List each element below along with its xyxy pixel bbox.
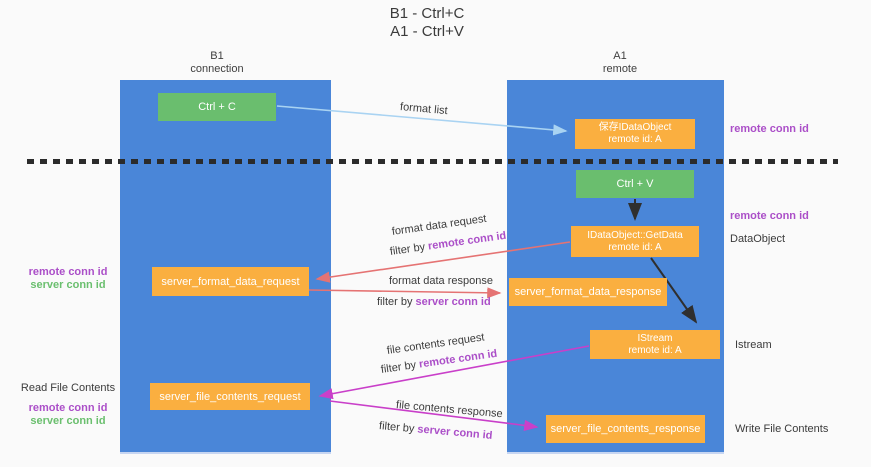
title-line-2: A1 - Ctrl+V: [390, 23, 464, 40]
server-conn-id-text: server conn id: [415, 296, 491, 308]
istream-line2: remote id: A: [628, 344, 682, 356]
server-conn-id-left-label: server conn id: [30, 279, 106, 291]
write-file-contents-label: Write File Contents: [735, 423, 829, 435]
server-format-data-request-label: server_format_data_request: [161, 275, 300, 288]
server-file-contents-request-label: server_file_contents_request: [159, 390, 301, 403]
right-column-header: A1 remote: [560, 50, 680, 76]
read-file-contents-label: Read File Contents: [20, 382, 116, 394]
diagram-title: B1 - Ctrl+C A1 - Ctrl+V: [322, 5, 532, 41]
filter-by-text: filter by: [377, 296, 416, 308]
left-conn-id-labels-bottom: remote conn id server conn id: [13, 402, 123, 428]
server-format-data-request-box: server_format_data_request: [152, 267, 309, 296]
format-data-response-filter-label: filter by server conn id: [377, 296, 491, 309]
file-contents-response-arrow: [329, 400, 539, 431]
remote-conn-id-left-label: remote conn id: [28, 402, 108, 414]
remote-conn-id-mid-label: remote conn id: [730, 210, 809, 222]
server-file-contents-response-label: server_file_contents_response: [550, 423, 701, 435]
ctrl-v-label: Ctrl + V: [616, 178, 654, 190]
save-idataobject-box: 保存IDataObject remote id: A: [575, 119, 695, 149]
server-format-data-response-label: server_format_data_response: [514, 286, 662, 298]
left-conn-id-labels-top: remote conn id server conn id: [13, 266, 123, 292]
format-data-response-label: format data response: [389, 275, 493, 287]
format-data-request-arrow: [315, 241, 571, 283]
title-line-1: B1 - Ctrl+C: [389, 5, 465, 22]
dataobject-label: DataObject: [730, 233, 786, 245]
getdata-to-istream-arrow: [650, 257, 698, 324]
right-column-role: remote: [602, 63, 638, 75]
ctrl-c-box: Ctrl + C: [158, 93, 276, 121]
save-idataobject-line1: 保存IDataObject: [598, 122, 672, 133]
getdata-line1: IDataObject::GetData: [587, 229, 683, 241]
istream-box: IStream remote id: A: [590, 330, 720, 359]
left-column-name: B1: [210, 50, 224, 62]
server-file-contents-request-box: server_file_contents_request: [150, 383, 310, 410]
left-column-header: B1 connection: [157, 50, 277, 76]
ctrl-v-box: Ctrl + V: [576, 170, 694, 198]
remote-conn-id-left-label: remote conn id: [28, 266, 108, 278]
format-list-arrow: [276, 105, 568, 136]
server-format-data-response-box: server_format_data_response: [509, 278, 667, 306]
dashed-separator-line: [27, 159, 838, 164]
istream-line1: IStream: [637, 332, 673, 344]
ctrl-c-label: Ctrl + C: [198, 101, 236, 113]
server-file-contents-response-box: server_file_contents_response: [546, 415, 705, 443]
left-column-role: connection: [190, 63, 244, 75]
getdata-line2: remote id: A: [608, 241, 662, 253]
file-contents-request-arrow: [318, 345, 590, 400]
server-conn-id-left-label: server conn id: [30, 415, 106, 427]
save-idataobject-line2: remote id: A: [608, 134, 662, 145]
getdata-box: IDataObject::GetData remote id: A: [571, 226, 699, 257]
istream-side-label: Istream: [735, 339, 772, 351]
format-data-response-arrow: [308, 287, 502, 299]
filter-by-text: filter by: [378, 420, 418, 436]
right-column-name: A1: [613, 50, 627, 62]
remote-conn-id-top-label: remote conn id: [730, 123, 809, 135]
